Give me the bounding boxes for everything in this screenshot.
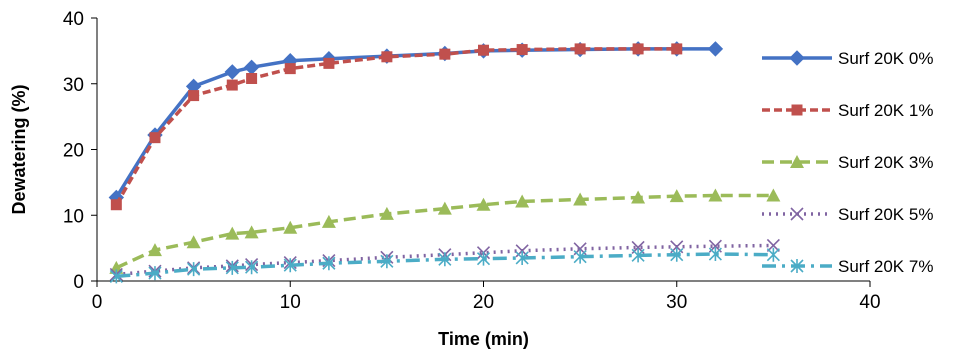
data-point <box>707 41 724 57</box>
data-point <box>245 260 259 275</box>
data-point <box>669 189 684 203</box>
x-tick-label: 10 <box>280 292 301 313</box>
series-5 <box>109 247 780 284</box>
legend-item: Surf 20K 1% <box>762 101 933 120</box>
x-ticks: 0 10 20 30 40 <box>92 281 881 313</box>
data-point <box>322 256 336 271</box>
legend-item: Surf 20K 0% <box>762 49 933 68</box>
data-point <box>321 214 336 228</box>
data-point <box>632 43 644 55</box>
y-tick-label: 20 <box>63 141 84 162</box>
data-point <box>437 201 452 215</box>
legend-label: Surf 20K 7% <box>838 257 933 276</box>
series-1 <box>108 41 724 206</box>
data-point <box>186 235 201 249</box>
data-point <box>766 238 780 253</box>
data-point <box>766 188 781 202</box>
data-point <box>381 51 393 63</box>
x-tick-label: 30 <box>666 292 687 313</box>
data-point <box>109 269 123 284</box>
x-tick-label: 40 <box>859 292 880 313</box>
data-point <box>515 250 529 265</box>
data-point <box>224 64 240 80</box>
legend-marker <box>790 259 804 273</box>
series-line <box>114 47 677 206</box>
data-point <box>323 57 335 69</box>
legend: Surf 20K 0% Surf 20K 1% Surf 20K 3% Surf 20… <box>762 49 933 276</box>
data-point <box>476 197 491 211</box>
data-point <box>631 248 645 263</box>
y-tick-label: 0 <box>73 272 84 293</box>
axes: 0 10 20 30 40 0 10 20 30 40 <box>63 9 881 313</box>
data-point <box>574 43 586 55</box>
y-tick-label: 10 <box>63 206 84 227</box>
legend-label: Surf 20K 1% <box>838 101 933 120</box>
y-tick-label: 30 <box>63 75 84 96</box>
legend-label: Surf 20K 5% <box>838 205 933 224</box>
data-point <box>380 254 394 269</box>
legend-label: Surf 20K 0% <box>838 49 933 68</box>
data-point <box>631 190 646 204</box>
data-point <box>246 72 258 84</box>
data-point <box>766 247 780 262</box>
series-line <box>115 193 774 270</box>
data-point <box>573 249 587 264</box>
data-point <box>225 226 240 240</box>
data-point <box>226 79 238 91</box>
series-line <box>116 252 774 279</box>
data-point <box>225 260 239 275</box>
data-point <box>476 251 491 266</box>
data-point <box>244 225 259 239</box>
series-line <box>114 47 716 199</box>
data-point <box>708 247 722 262</box>
data-point <box>284 63 296 75</box>
data-point <box>283 258 297 273</box>
data-point <box>670 247 684 262</box>
y-tick-label: 40 <box>63 9 84 30</box>
data-point <box>188 90 200 102</box>
y-ticks: 0 10 20 30 40 <box>63 9 97 293</box>
data-point <box>671 43 683 55</box>
data-point <box>149 132 161 144</box>
data-point <box>243 59 260 76</box>
data-point <box>516 44 528 56</box>
series-2 <box>110 43 683 211</box>
data-point <box>573 192 588 206</box>
data-point <box>478 44 489 56</box>
x-axis-title: Time (min) <box>438 329 529 349</box>
data-point <box>147 243 162 257</box>
data-point <box>515 194 530 208</box>
legend-marker <box>790 155 804 168</box>
data-point <box>438 252 452 267</box>
legend-marker <box>790 207 804 221</box>
legend-marker <box>791 104 803 116</box>
data-point <box>439 48 451 60</box>
data-point <box>148 266 162 281</box>
data-point <box>379 206 394 220</box>
legend-label: Surf 20K 3% <box>838 153 933 172</box>
data-point <box>708 188 723 202</box>
data-point <box>283 220 298 234</box>
legend-item: Surf 20K 7% <box>762 257 933 276</box>
x-tick-label: 0 <box>92 292 103 313</box>
legend-item: Surf 20K 3% <box>762 153 933 172</box>
plot-area <box>108 41 781 284</box>
data-point <box>110 199 122 211</box>
y-axis-title: Dewatering (%) <box>9 84 29 214</box>
legend-marker <box>789 50 805 66</box>
x-tick-label: 20 <box>473 292 494 313</box>
data-point <box>187 262 201 277</box>
legend-item: Surf 20K 5% <box>762 205 933 224</box>
